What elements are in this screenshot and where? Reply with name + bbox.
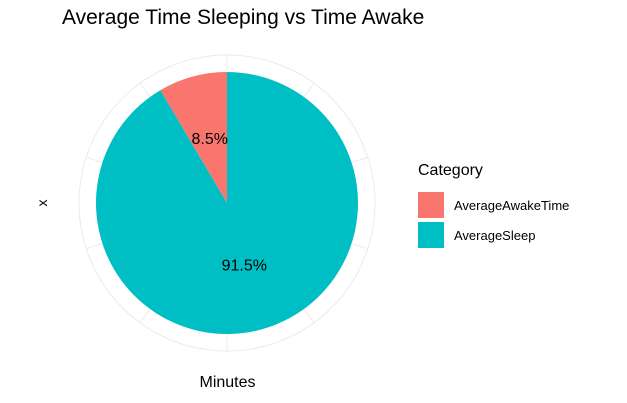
polar-grid-tick — [303, 82, 315, 98]
legend: Category AverageAwakeTime AverageSleep — [418, 162, 569, 250]
x-axis-label: Minutes — [199, 374, 256, 391]
pie-slice-AverageSleep — [96, 72, 359, 334]
polar-grid-tick — [86, 156, 103, 163]
slice-label-AverageSleep: 91.5% — [222, 257, 267, 274]
pie-slice-AverageAwakeTime — [160, 72, 227, 203]
y-axis-label: x — [34, 199, 50, 207]
legend-title: Category — [418, 162, 483, 179]
polar-grid-tick — [303, 308, 315, 324]
pie-chart: 8.5% 91.5% — [78, 54, 376, 352]
legend-item-awake: AverageAwakeTime — [418, 190, 569, 220]
legend-label-sleep: AverageSleep — [454, 227, 536, 243]
legend-label-awake: AverageAwakeTime — [454, 197, 570, 213]
polar-grid-tick — [139, 308, 151, 324]
polar-grid-tick — [351, 156, 368, 163]
polar-grid-tick — [139, 82, 151, 98]
legend-swatch-sleep — [418, 222, 444, 248]
polar-grid-tick — [86, 243, 103, 250]
chart-title: Average Time Sleeping vs Time Awake — [62, 6, 425, 29]
polar-grid-tick — [351, 243, 368, 250]
legend-item-sleep: AverageSleep — [418, 220, 569, 250]
slice-label-AverageAwakeTime: 8.5% — [191, 131, 227, 148]
legend-swatch-awake — [418, 192, 444, 218]
